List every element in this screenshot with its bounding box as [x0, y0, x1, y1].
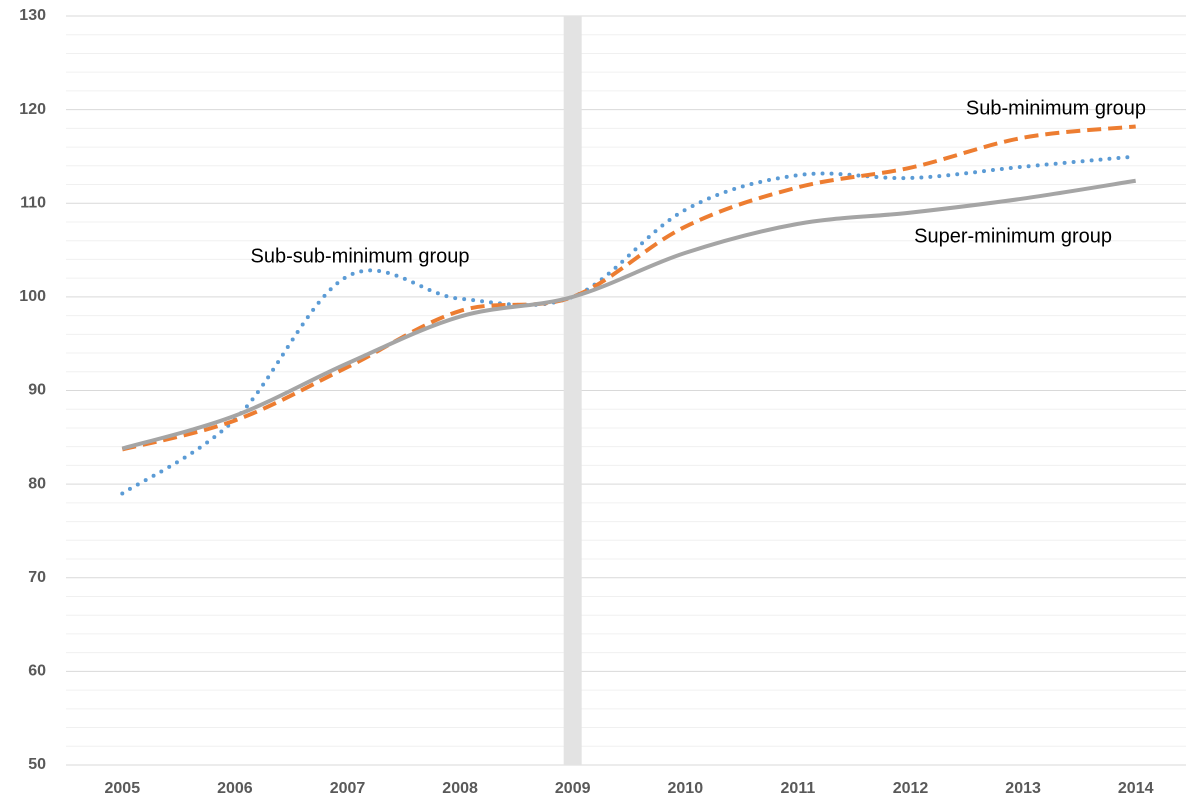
series-label: Sub-sub-minimum group [251, 245, 470, 267]
y-tick-label: 90 [28, 382, 46, 399]
y-tick-label: 130 [19, 7, 46, 24]
x-tick-label: 2005 [105, 780, 141, 797]
series-line [121, 124, 1136, 452]
x-tick-label: 2010 [668, 780, 704, 797]
x-tick-label: 2006 [217, 780, 253, 797]
x-tick-label: 2012 [893, 780, 929, 797]
series-label: Sub-minimum group [966, 97, 1146, 119]
series-line [120, 154, 1138, 496]
y-tick-label: 120 [19, 101, 46, 118]
highlight-band [563, 16, 582, 765]
series-line [121, 178, 1137, 451]
series-label: Super-minimum group [914, 225, 1112, 247]
x-tick-label: 2011 [781, 780, 816, 797]
y-tick-label: 60 [28, 663, 46, 680]
y-tick-label: 110 [20, 194, 46, 211]
x-tick-label: 2014 [1118, 780, 1154, 797]
y-tick-label: 100 [19, 288, 46, 305]
y-tick-label: 70 [28, 569, 46, 586]
y-tick-label: 80 [28, 475, 46, 492]
y-tick-label: 50 [28, 756, 46, 773]
x-tick-label: 2008 [442, 780, 478, 797]
x-tick-label: 2007 [330, 780, 366, 797]
x-tick-label: 2013 [1005, 780, 1041, 797]
x-tick-label: 2009 [555, 780, 591, 797]
